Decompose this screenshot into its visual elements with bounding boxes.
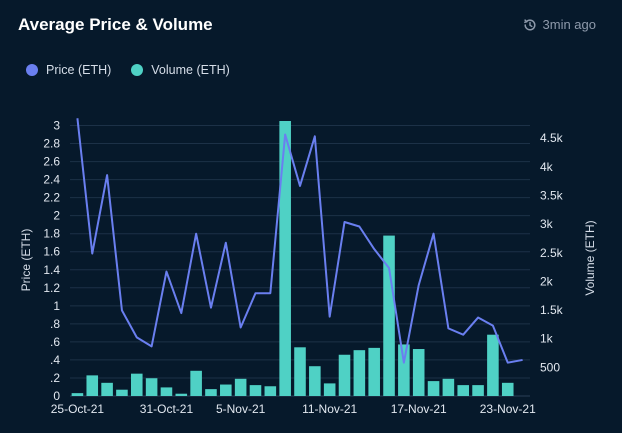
left-tick-label: 2 (53, 209, 60, 223)
left-tick-label: 1.4 (43, 263, 60, 277)
volume-bar[interactable] (309, 366, 321, 396)
volume-bar[interactable] (501, 382, 514, 396)
x-tick-label: 31-Oct-21 (140, 402, 194, 416)
right-tick-label: 1k (540, 332, 554, 346)
legend-label-volume: Volume (ETH) (151, 63, 230, 77)
volume-bar[interactable] (86, 375, 99, 396)
volume-bar[interactable] (264, 386, 277, 396)
volume-bar[interactable] (338, 354, 351, 396)
volume-bar[interactable] (368, 347, 380, 396)
volume-bar[interactable] (457, 385, 470, 396)
volume-bar[interactable] (427, 381, 440, 396)
price-line (76, 118, 523, 364)
left-tick-label: 2.8 (43, 137, 60, 151)
volume-bar[interactable] (412, 349, 425, 396)
volume-bar[interactable] (160, 387, 173, 396)
volume-bar[interactable] (249, 385, 262, 396)
right-tick-label: 4k (540, 160, 554, 174)
left-tick-label: 0 (53, 389, 60, 403)
left-tick-label: .2 (50, 371, 60, 385)
right-tick-label: 1.5k (540, 303, 564, 317)
left-axis-label: Price (ETH) (19, 229, 33, 292)
x-axis: 25-Oct-21 31-Oct-21 5-Nov-21 11-Nov-21 17-No… (51, 402, 536, 416)
volume-bar[interactable] (101, 382, 113, 396)
left-tick-label: 2.2 (43, 191, 60, 205)
left-tick-label: .8 (50, 317, 60, 331)
chart-title: Average Price & Volume (18, 15, 213, 34)
volume-bar[interactable] (279, 121, 291, 396)
left-tick-label: .6 (50, 335, 60, 349)
left-axis: 0 .2 .4 .6 .8 1 1.2 1.4 1.6 1.8 2 2.2 2.4 2.6 2.8 3 (43, 119, 60, 403)
volume-bar[interactable] (71, 393, 84, 396)
left-tick-label: 3 (53, 119, 60, 133)
right-tick-label: 500 (540, 360, 560, 374)
x-tick-label: 25-Oct-21 (51, 402, 105, 416)
x-tick-label: 5-Nov-21 (216, 402, 266, 416)
right-tick-label: 4.5k (540, 131, 564, 145)
left-tick-label: 2.4 (43, 173, 60, 187)
volume-bar[interactable] (442, 378, 455, 396)
volume-bar[interactable] (294, 347, 306, 396)
legend-dot-price (26, 64, 38, 76)
volume-bar[interactable] (353, 350, 366, 396)
last-updated[interactable]: 3min ago (523, 17, 596, 32)
volume-bar[interactable] (220, 384, 232, 396)
x-tick-label: 23-Nov-21 (480, 402, 536, 416)
volume-bar[interactable] (383, 235, 395, 396)
volume-bar[interactable] (323, 383, 336, 396)
left-tick-label: 1.2 (43, 281, 60, 295)
right-tick-label: 2k (540, 274, 554, 288)
legend-label-price: Price (ETH) (46, 63, 112, 77)
volume-bar[interactable] (398, 344, 410, 396)
left-tick-label: 2.6 (43, 155, 60, 169)
x-tick-label: 17-Nov-21 (391, 402, 447, 416)
legend-dot-volume (131, 64, 144, 76)
right-axis: 500 1k 1.5k 2k 2.5k 3k 3.5k 4k 4.5k (540, 131, 564, 374)
right-axis-label: Volume (ETH) (583, 220, 597, 295)
volume-bar[interactable] (190, 370, 202, 396)
legend-item-volume[interactable]: Volume (ETH) (131, 63, 230, 77)
last-updated-text: 3min ago (542, 17, 596, 32)
legend-item-price[interactable]: Price (ETH) (26, 63, 111, 77)
volume-bar[interactable] (472, 385, 484, 396)
left-tick-label: .4 (50, 353, 60, 367)
volume-bar[interactable] (234, 378, 247, 396)
volume-bar[interactable] (145, 378, 158, 396)
volume-bar[interactable] (175, 393, 188, 396)
refresh-clock-icon[interactable] (523, 18, 537, 32)
price-series-line[interactable] (76, 118, 523, 364)
left-tick-label: 1.6 (43, 245, 60, 259)
volume-bar[interactable] (116, 389, 128, 396)
chart-legend: Price (ETH) Volume (ETH) (26, 63, 230, 77)
right-tick-label: 3k (540, 217, 554, 231)
volume-bar[interactable] (487, 334, 499, 396)
volume-bars (71, 121, 514, 396)
right-tick-label: 2.5k (540, 246, 564, 260)
volume-bar[interactable] (205, 389, 217, 396)
left-tick-label: 1 (53, 299, 60, 313)
x-tick-label: 11-Nov-21 (302, 402, 357, 416)
volume-bar[interactable] (130, 373, 143, 396)
left-tick-label: 1.8 (43, 227, 60, 241)
right-tick-label: 3.5k (540, 188, 564, 202)
